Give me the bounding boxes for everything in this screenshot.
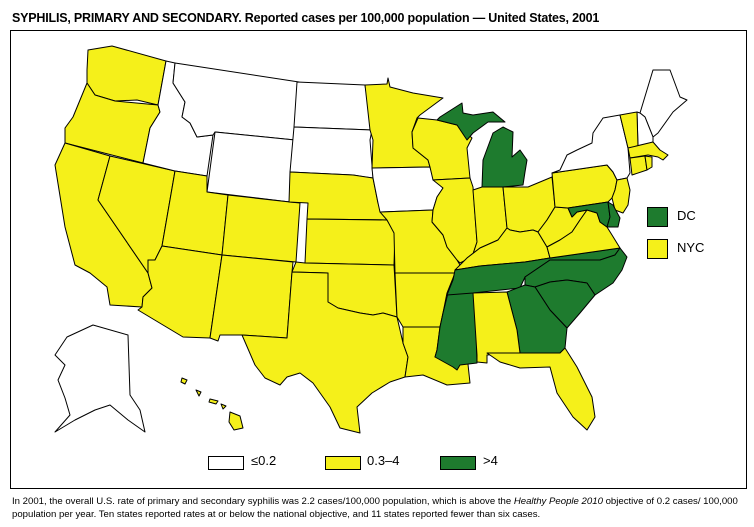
state-mi: [481, 126, 528, 188]
legend-label-high: >4: [483, 453, 498, 468]
footnote-text-2: objective of 0.2 cases/ 100,000 populati…: [12, 496, 738, 520]
state-nj: [611, 177, 631, 214]
state-ri: [644, 155, 653, 171]
state-wa: [86, 45, 167, 106]
footnote: In 2001, the overall U.S. rate of primar…: [12, 495, 747, 521]
title-subtitle: Reported cases per 100,000 population — …: [244, 11, 600, 25]
state-hi: [195, 389, 202, 397]
state-de: [606, 201, 621, 228]
state-co: [221, 194, 301, 263]
legend-swatch-low: [208, 456, 244, 470]
footnote-text-1: In 2001, the overall U.S. rate of primar…: [12, 496, 514, 507]
state-hi: [228, 411, 244, 431]
state-al: [472, 291, 521, 364]
state-wy: [206, 131, 296, 203]
state-hi: [220, 403, 227, 410]
title-bold: SYPHILIS, PRIMARY AND SECONDARY.: [12, 11, 242, 25]
dc-label: DC: [677, 208, 696, 223]
state-az: [137, 245, 223, 339]
state-sd: [289, 126, 374, 179]
state-hi: [180, 377, 188, 385]
legend-label-mid: 0.3–4: [367, 453, 400, 468]
map-frame: [10, 30, 747, 489]
state-fl: [486, 347, 596, 431]
state-ne: [288, 171, 388, 221]
state-mi: [436, 102, 506, 141]
legend-swatch-high: [440, 456, 476, 470]
footnote-italic: Healthy People 2010: [513, 496, 603, 507]
legend-label-low: ≤0.2: [251, 453, 277, 468]
state-hi: [208, 398, 219, 405]
state-tx: [241, 271, 409, 434]
state-md: [567, 201, 611, 228]
state-ak: [54, 324, 146, 433]
nyc-swatch: [647, 239, 668, 259]
state-nd: [293, 81, 373, 131]
state-ks: [304, 218, 396, 266]
legend-swatch-mid: [325, 456, 361, 470]
dc-swatch: [647, 207, 668, 227]
map-title: SYPHILIS, PRIMARY AND SECONDARY. Reporte…: [12, 11, 599, 25]
state-ct: [629, 155, 648, 176]
nyc-label: NYC: [677, 240, 705, 255]
state-nm: [209, 254, 294, 342]
